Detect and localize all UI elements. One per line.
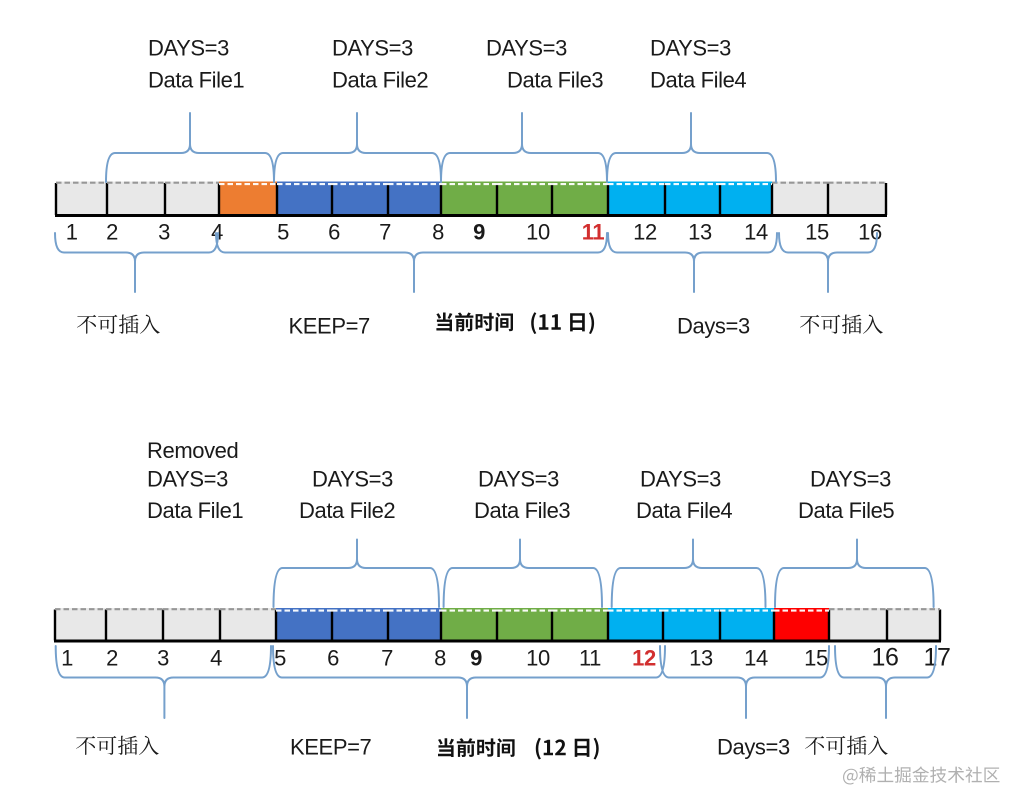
svg-text:DAYS=3: DAYS=3 (650, 36, 731, 61)
svg-text:10: 10 (526, 646, 550, 671)
svg-text:2: 2 (106, 646, 118, 671)
svg-text:13: 13 (688, 220, 712, 245)
svg-text:Data File3: Data File3 (474, 498, 570, 523)
svg-text:Data File2: Data File2 (299, 498, 395, 523)
svg-text:KEEP=7: KEEP=7 (289, 314, 371, 339)
svg-text:3: 3 (157, 646, 169, 671)
svg-text:6: 6 (327, 646, 339, 671)
svg-text:DAYS=3: DAYS=3 (486, 36, 567, 61)
svg-text:Days=3: Days=3 (717, 735, 790, 760)
svg-text:12: 12 (632, 646, 656, 671)
svg-text:16: 16 (871, 644, 898, 672)
svg-text:17: 17 (923, 644, 950, 672)
svg-text:5: 5 (277, 220, 289, 245)
svg-text:Removed: Removed (147, 438, 238, 463)
svg-text:2: 2 (106, 220, 118, 245)
svg-text:DAYS=3: DAYS=3 (312, 467, 393, 492)
svg-text:15: 15 (804, 646, 828, 671)
svg-text:10: 10 (526, 220, 550, 245)
svg-text:Data File3: Data File3 (507, 68, 603, 93)
svg-text:4: 4 (210, 646, 222, 671)
svg-text:7: 7 (381, 646, 393, 671)
svg-text:Data File2: Data File2 (332, 68, 428, 93)
svg-text:9: 9 (473, 220, 485, 245)
svg-text:14: 14 (744, 220, 768, 245)
svg-text:DAYS=3: DAYS=3 (147, 467, 228, 492)
svg-text:3: 3 (158, 220, 170, 245)
svg-text:4: 4 (211, 220, 223, 245)
svg-text:8: 8 (434, 646, 446, 671)
svg-text:Data File1: Data File1 (147, 498, 243, 523)
svg-text:DAYS=3: DAYS=3 (332, 36, 413, 61)
svg-text:11: 11 (579, 646, 601, 671)
svg-text:Data File1: Data File1 (148, 68, 244, 93)
svg-text:13: 13 (689, 646, 713, 671)
svg-text:7: 7 (379, 220, 391, 245)
svg-text:12: 12 (633, 220, 657, 245)
svg-text:11: 11 (582, 220, 605, 245)
svg-text:5: 5 (274, 646, 286, 671)
svg-text:9: 9 (470, 646, 482, 671)
svg-text:1: 1 (66, 220, 78, 245)
svg-text:Days=3: Days=3 (677, 314, 750, 339)
svg-text:DAYS=3: DAYS=3 (148, 36, 229, 61)
svg-text:Data File4: Data File4 (636, 498, 732, 523)
svg-text:DAYS=3: DAYS=3 (478, 467, 559, 492)
svg-text:1: 1 (61, 646, 73, 671)
svg-text:16: 16 (858, 220, 882, 245)
svg-text:KEEP=7: KEEP=7 (290, 735, 372, 760)
svg-text:15: 15 (805, 220, 829, 245)
svg-text:14: 14 (744, 646, 768, 671)
svg-text:6: 6 (328, 220, 340, 245)
svg-text:8: 8 (432, 220, 444, 245)
svg-text:DAYS=3: DAYS=3 (640, 467, 721, 492)
svg-text:DAYS=3: DAYS=3 (810, 467, 891, 492)
svg-text:Data File4: Data File4 (650, 68, 746, 93)
svg-text:Data File5: Data File5 (798, 498, 894, 523)
